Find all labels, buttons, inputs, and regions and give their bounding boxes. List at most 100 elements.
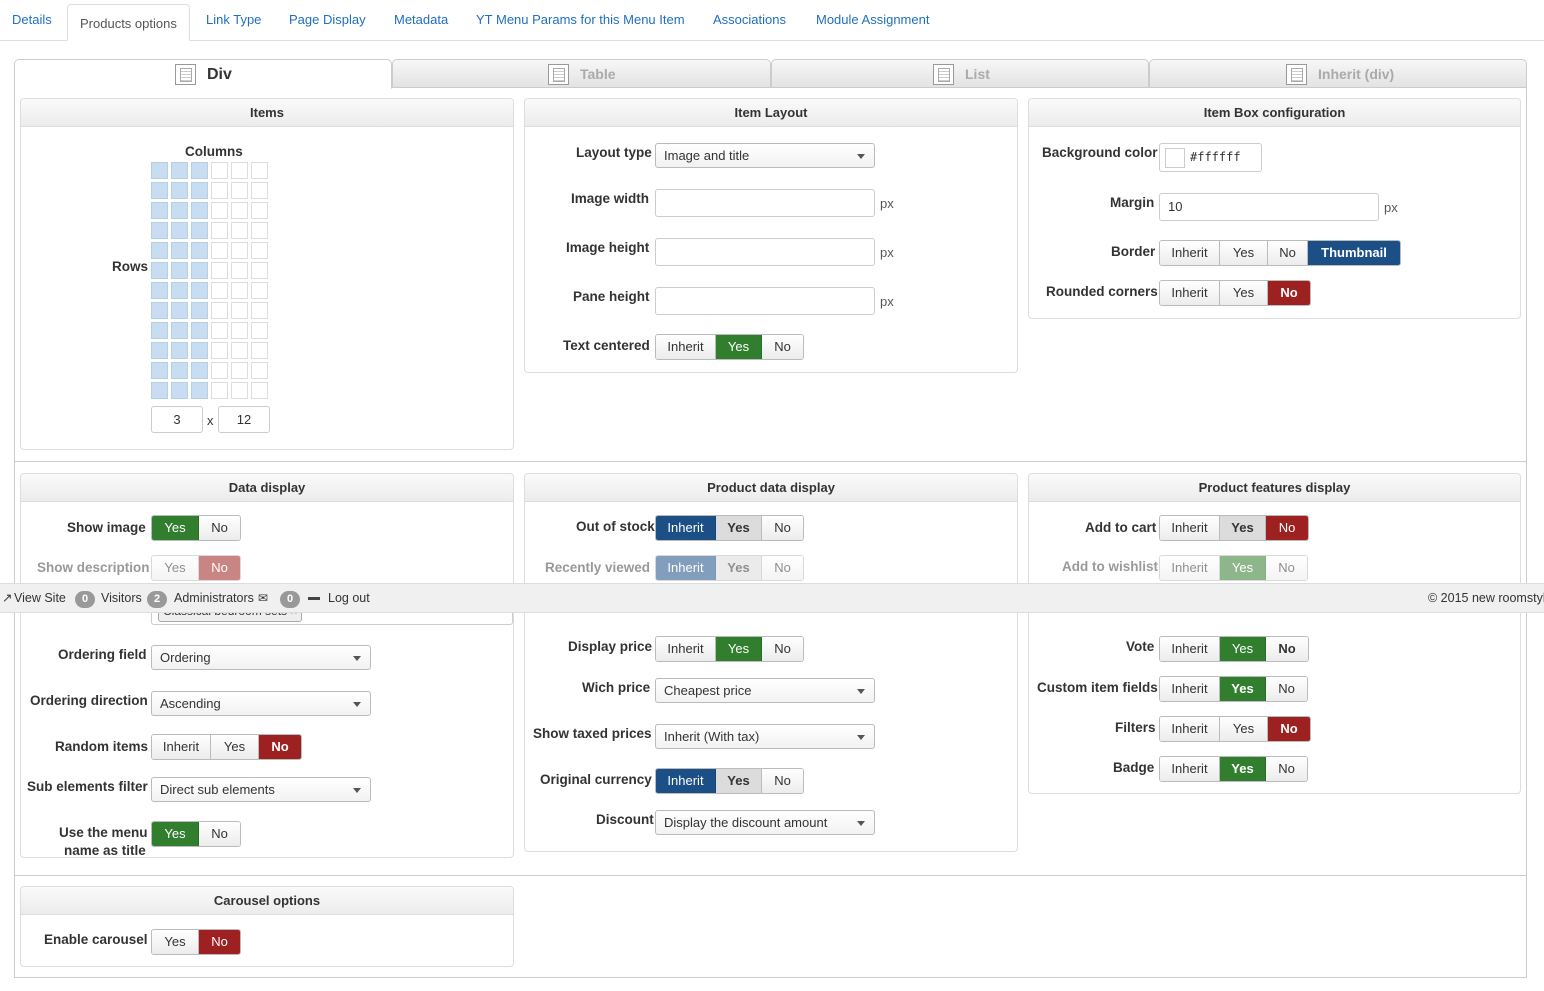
grid-cell[interactable] [251,362,268,379]
grid-cell[interactable] [171,222,188,239]
option-inherit[interactable]: Inherit [656,637,716,661]
option-yes[interactable]: Yes [716,516,762,540]
option-no[interactable]: No [1268,241,1308,265]
grid-cell[interactable] [191,222,208,239]
option-no[interactable]: No [259,735,301,759]
grid-cell[interactable] [171,282,188,299]
grid-cell[interactable] [211,322,228,339]
option-inherit[interactable]: Inherit [1160,677,1220,701]
show-description-toggle[interactable]: Yes No [151,555,241,581]
sub-elements-filter-select[interactable]: Direct sub elements [151,777,371,802]
grid-cell[interactable] [171,182,188,199]
grid-cell[interactable] [211,302,228,319]
option-no[interactable]: No [762,556,803,580]
enable-carousel-toggle[interactable]: Yes No [151,929,241,955]
option-yes[interactable]: Yes [152,516,199,540]
administrators-label[interactable]: Administrators [174,591,254,605]
grid-cell[interactable] [231,362,248,379]
grid-cell[interactable] [231,302,248,319]
option-no[interactable]: No [199,556,240,580]
grid-cell[interactable] [151,222,168,239]
columns-input[interactable]: 3 [151,406,203,433]
option-inherit[interactable]: Inherit [656,556,716,580]
grid-cell[interactable] [211,182,228,199]
option-inherit[interactable]: Inherit [656,516,716,540]
grid-cell[interactable] [231,182,248,199]
tab-page-display[interactable]: Page Display [289,12,366,27]
option-yes[interactable]: Yes [716,335,762,359]
tab-details[interactable]: Details [12,12,52,27]
grid-cell[interactable] [151,302,168,319]
original-currency-toggle[interactable]: Inherit Yes No [655,768,804,794]
grid-cell[interactable] [211,282,228,299]
option-yes[interactable]: Yes [716,556,762,580]
tab-module-assignment[interactable]: Module Assignment [816,12,930,27]
option-inherit[interactable]: Inherit [1160,637,1220,661]
custom-item-fields-toggle[interactable]: Inherit Yes No [1159,676,1308,702]
option-no[interactable]: No [1266,556,1307,580]
messages-count-badge[interactable]: 0 [280,591,300,608]
option-no[interactable]: No [762,637,803,661]
option-yes[interactable]: Yes [152,930,199,954]
option-no[interactable]: No [1268,717,1310,741]
layout-tab-list[interactable]: List [771,59,1149,88]
grid-cell[interactable] [171,262,188,279]
grid-cell[interactable] [251,182,268,199]
grid-cell[interactable] [231,262,248,279]
grid-cell[interactable] [191,282,208,299]
grid-cell[interactable] [231,222,248,239]
option-yes[interactable]: Yes [1220,556,1266,580]
which-price-select[interactable]: Cheapest price [655,678,875,703]
tab-metadata[interactable]: Metadata [394,12,449,27]
grid-cell[interactable] [191,202,208,219]
grid-cell[interactable] [151,242,168,259]
grid-cell[interactable] [191,182,208,199]
display-price-toggle[interactable]: Inherit Yes No [655,636,804,662]
grid-cell[interactable] [171,322,188,339]
grid-cell[interactable] [251,342,268,359]
option-inherit[interactable]: Inherit [1160,717,1220,741]
grid-cell[interactable] [151,282,168,299]
border-toggle[interactable]: Inherit Yes No Thumbnail [1159,240,1401,266]
grid-cell[interactable] [211,342,228,359]
grid-cell[interactable] [251,162,268,179]
tab-yt-menu-params[interactable]: YT Menu Params for this Menu Item [476,12,685,27]
option-inherit[interactable]: Inherit [656,335,716,359]
tab-products-options[interactable]: Products options [67,4,190,41]
rows-input[interactable]: 12 [218,406,270,433]
grid-cell[interactable] [151,382,168,399]
grid-cell[interactable] [151,202,168,219]
grid-cell[interactable] [191,242,208,259]
option-no[interactable]: No [1266,637,1308,661]
grid-cell[interactable] [191,262,208,279]
grid-cell[interactable] [171,162,188,179]
option-yes[interactable]: Yes [716,637,762,661]
option-inherit[interactable]: Inherit [1160,556,1220,580]
option-no[interactable]: No [199,822,240,846]
grid-cell[interactable] [191,162,208,179]
grid-cell[interactable] [151,362,168,379]
grid-cell[interactable] [251,262,268,279]
option-yes[interactable]: Yes [152,556,199,580]
background-color-input[interactable]: #ffffff [1159,143,1262,172]
discount-select[interactable]: Display the discount amount [655,810,875,835]
layout-tab-table[interactable]: Table [392,59,771,88]
color-swatch[interactable] [1165,148,1185,168]
grid-cell[interactable] [251,242,268,259]
grid-cell[interactable] [211,202,228,219]
option-inherit[interactable]: Inherit [1160,757,1220,781]
grid-cell[interactable] [251,322,268,339]
option-yes[interactable]: Yes [211,735,259,759]
grid-cell[interactable] [211,222,228,239]
add-to-wishlist-toggle[interactable]: Inherit Yes No [1159,555,1308,581]
grid-cell[interactable] [191,382,208,399]
grid-cell[interactable] [191,322,208,339]
option-yes[interactable]: Yes [152,822,199,846]
image-width-input[interactable] [655,189,875,217]
pane-height-input[interactable] [655,287,875,315]
grid-cell[interactable] [231,242,248,259]
grid-cell[interactable] [251,382,268,399]
option-yes[interactable]: Yes [1220,516,1266,540]
grid-cell[interactable] [191,302,208,319]
grid-cell[interactable] [231,162,248,179]
